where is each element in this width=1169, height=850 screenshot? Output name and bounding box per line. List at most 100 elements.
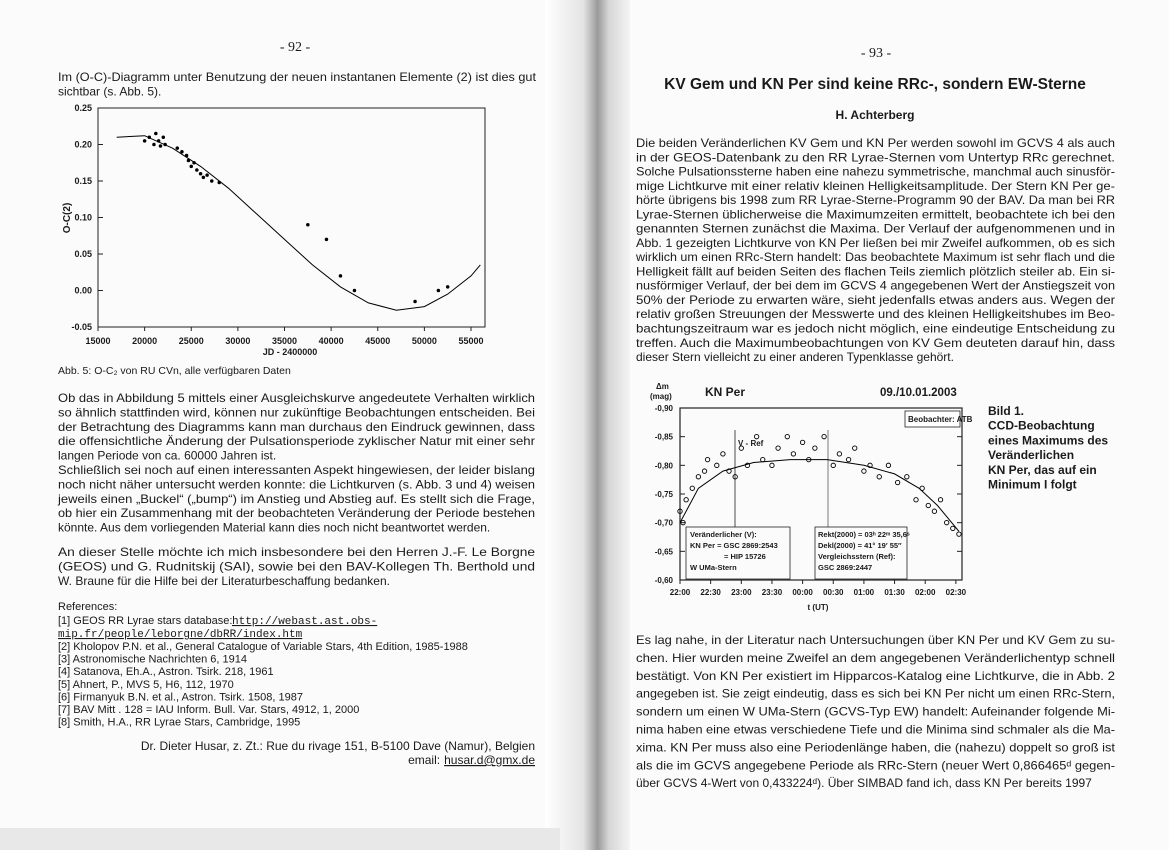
y-axis-label: O-C(2)	[62, 203, 73, 234]
data-point	[156, 139, 161, 143]
paragraph-line: genannten Sternen zunächst die Maxima. D…	[636, 222, 1115, 236]
paragraph-line: Ob das in Abbildung 5 mittels einer Ausg…	[58, 391, 535, 405]
data-point	[956, 531, 962, 537]
paragraph-line: (GEOS) und G. Rudnitskij (SAI), sowie be…	[58, 559, 535, 573]
variable-info: Veränderlicher (V):	[690, 530, 757, 539]
x-tick-label: 35000	[272, 336, 297, 346]
y-tick-label: 0.00	[74, 286, 92, 296]
article-title: KV Gem und KN Per sind keine RRc-, sonde…	[664, 76, 1086, 93]
series-label: V - Ref	[738, 439, 764, 448]
paragraph-line: xima. KN Per muss also eine Periodenläng…	[636, 740, 1116, 754]
email: husar.d@gmx.de	[444, 753, 535, 767]
data-point	[163, 142, 167, 147]
paragraph-line: nusförmiger Verlauf, der bei dem im GCVS…	[636, 279, 1115, 293]
data-point	[738, 445, 744, 451]
gutter-shadow	[545, 0, 630, 850]
data-point	[677, 508, 683, 514]
data-point	[732, 474, 738, 480]
data-point	[799, 439, 806, 446]
data-point	[205, 173, 209, 177]
data-point	[195, 168, 199, 172]
data-point	[306, 223, 310, 227]
x-tick-label: 40000	[319, 336, 344, 346]
coordinate-info: Rekt(2000) = 03ʰ 22ᵐ 35,6ˢ	[818, 530, 910, 539]
side-caption: CCD-Beobachtung	[988, 419, 1095, 433]
paragraph-line: ob hier ein Zusammenhang mit der beobach…	[58, 506, 535, 520]
paragraph-line: könnte. Aus dem vorliegenden Material ka…	[58, 521, 490, 535]
data-point	[683, 497, 689, 503]
fit-curve	[679, 459, 960, 532]
data-point	[904, 474, 910, 480]
side-caption: Minimum I folgt	[988, 478, 1077, 492]
data-point	[931, 508, 938, 514]
page-edge	[0, 828, 560, 850]
y-tick-label: -0,65	[655, 547, 674, 556]
data-point	[695, 474, 702, 480]
reference: [6] Firmanyuk B.N. et al., Astron. Tsirk…	[58, 691, 303, 703]
variable-info: KN Per = GSC 2869:2543	[690, 541, 778, 550]
data-point	[775, 445, 781, 451]
x-tick-label: 45000	[365, 336, 390, 346]
data-point	[186, 158, 191, 163]
data-point	[937, 497, 944, 503]
x-axis-label: JD - 2400000	[263, 347, 318, 357]
data-point	[944, 520, 950, 526]
data-point	[210, 179, 214, 183]
paragraph-line: wirklich um einen RRc-Stern handelt: Das…	[635, 250, 1115, 264]
data-point	[352, 288, 357, 293]
x-tick-label: 50000	[412, 336, 437, 346]
paragraph-line: der Betrachtung des Diagramms kann man d…	[58, 420, 535, 434]
x-tick-label: 23:00	[731, 588, 752, 597]
paragraph-line: Helligkeit fällt auf beiden Seiten des f…	[636, 264, 1115, 278]
paragraph-line: treffen. Auch die Maximumbeobachtungen v…	[636, 336, 1115, 350]
data-point	[689, 485, 695, 491]
y-tick-label: 0.10	[74, 213, 92, 223]
data-point	[753, 434, 760, 440]
reference: [7] BAV Mitt . 128 = IAU Inform. Bull. V…	[58, 704, 359, 716]
reference: [4] Satanova, Eh.A., Astron. Tsirk. 218,…	[58, 666, 274, 678]
data-point	[790, 451, 797, 457]
y-tick-label: -0,60	[655, 576, 674, 585]
x-tick-label: 00:00	[792, 588, 813, 597]
data-point	[720, 451, 726, 457]
reference: [1] GEOS RR Lyrae stars database:	[58, 615, 232, 627]
data-point	[436, 288, 441, 293]
data-point	[192, 160, 196, 165]
intro-line: sichtbar (s. Abb. 5).	[58, 85, 161, 99]
figure-caption: Abb. 5: O-C₂ von RU CVn, alle verfügbare…	[58, 365, 291, 377]
paragraph-line: bestätigt. Von KN Per existiert im Hippa…	[636, 669, 1115, 683]
data-point	[704, 456, 711, 463]
fit-curve	[116, 135, 481, 311]
data-point	[680, 520, 686, 526]
data-point	[324, 237, 329, 242]
data-point	[217, 180, 221, 185]
data-point	[726, 468, 732, 474]
reference-link: http://webast.ast.obs-	[232, 616, 377, 628]
paragraph-line: langen Periode von ca. 60000 Jahren ist.	[58, 449, 276, 463]
paragraph-line: Lyrae-Sternen üblicherweise die Maximumz…	[636, 207, 1115, 221]
figure-date: 09./10.01.2003	[880, 387, 957, 399]
paragraph-line: Schließlich sei noch auf einen interessa…	[58, 463, 535, 477]
intro-line: Im (O-C)-Diagramm unter Benutzung der ne…	[58, 70, 537, 84]
coordinates-box	[814, 526, 908, 580]
paragraph-line: über GCVS 4-Wert von 0,433224ᵈ). Über SI…	[636, 776, 1092, 790]
paragraph-line: Solche Pulsationssterne haben eine nahez…	[636, 165, 1115, 179]
paragraph-line: An dieser Stelle möchte ich mich insbeso…	[58, 545, 535, 559]
variable-box	[685, 526, 791, 580]
paragraph-line: 50% der Periode zu erwarten wäre, sieht …	[636, 293, 1115, 307]
y-tick-label: 0.20	[74, 140, 92, 150]
x-tick-label: 30000	[225, 336, 250, 346]
data-point	[161, 135, 166, 139]
paragraph-line: angegeben ist. Sie zeigt eindeutig, dass…	[636, 687, 1115, 701]
data-point	[845, 456, 852, 463]
side-caption: Veränderlichen	[988, 448, 1074, 462]
paragraph-line: noch nicht näher untersucht werden konnt…	[58, 477, 535, 491]
email-label: email:	[408, 753, 440, 767]
observer: Beobachter: ATB	[908, 415, 973, 424]
x-tick-label: 22:30	[700, 588, 721, 597]
data-point	[836, 451, 843, 457]
paragraph-line: die offensichtliche Änderung der Pulsati…	[58, 434, 535, 448]
data-point	[180, 150, 184, 154]
reference: [8] Smith, H.A., RR Lyrae Stars, Cambrid…	[58, 717, 300, 729]
